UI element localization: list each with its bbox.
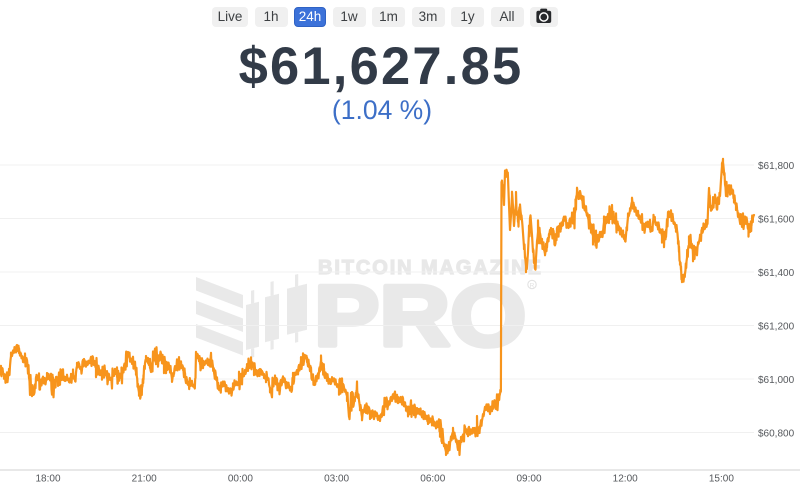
svg-text:PRO: PRO [314,268,526,364]
svg-text:$60,800: $60,800 [758,429,795,440]
svg-text:00:00: 00:00 [228,474,253,485]
svg-text:06:00: 06:00 [420,474,445,485]
svg-text:$61,400: $61,400 [758,268,795,279]
svg-text:$61,600: $61,600 [758,215,795,226]
svg-text:$61,800: $61,800 [758,161,795,172]
svg-text:$61,200: $61,200 [758,322,795,333]
svg-text:03:00: 03:00 [324,474,349,485]
svg-text:12:00: 12:00 [613,474,638,485]
svg-text:$61,000: $61,000 [758,375,795,386]
svg-text:18:00: 18:00 [35,474,60,485]
svg-text:15:00: 15:00 [709,474,734,485]
svg-text:09:00: 09:00 [516,474,541,485]
svg-text:21:00: 21:00 [132,474,157,485]
svg-text:R: R [530,282,535,289]
svg-text:BITCOIN MAGAZINE: BITCOIN MAGAZINE [318,257,543,279]
